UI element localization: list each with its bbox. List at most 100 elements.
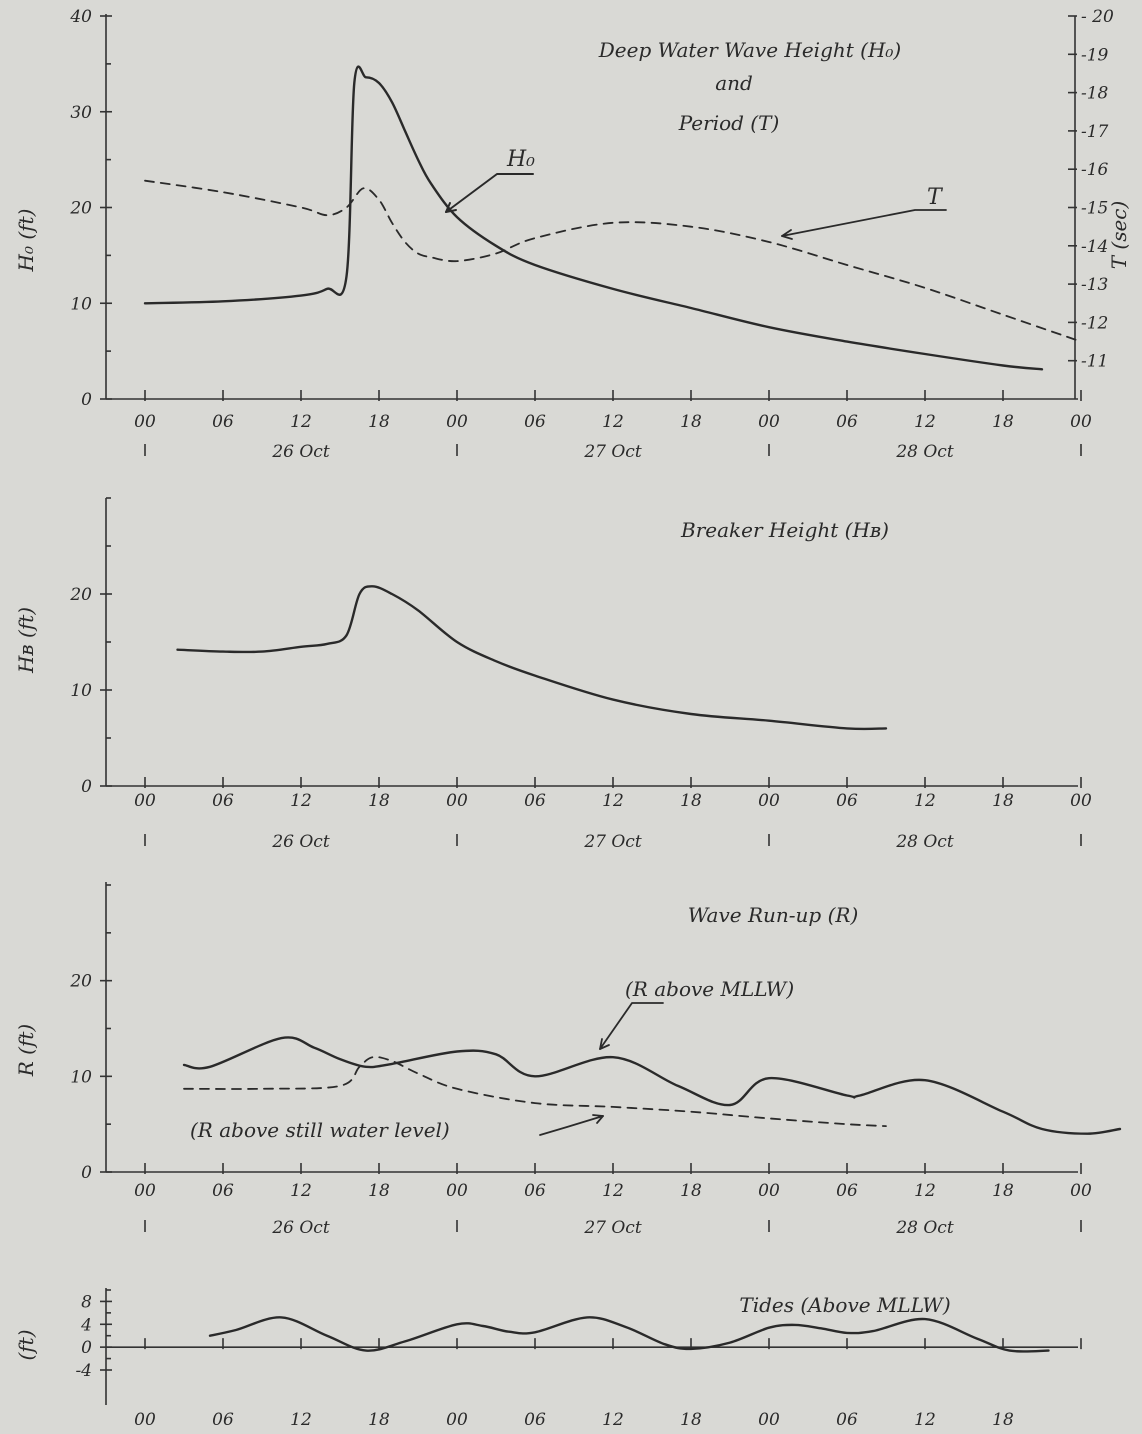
y-tick-label: 20: [69, 585, 92, 605]
annotations: H₀ T: [445, 147, 947, 240]
y-tick-label: 8: [81, 1292, 92, 1312]
y-tick-label: 0: [81, 777, 92, 797]
x-tick-label: 12: [914, 791, 936, 811]
x-tick-label: 12: [914, 1181, 936, 1201]
day-label: 28 Oct: [895, 1218, 953, 1238]
x-tick-label: 00: [1070, 791, 1092, 811]
y-axis-label: (ft): [14, 1329, 38, 1360]
r-swl-arrowhead: [592, 1114, 604, 1124]
ho-pointer: [445, 173, 534, 213]
annotations: (R above MLLW) (R above still water leve…: [190, 977, 794, 1142]
x-tick-label: 00: [134, 791, 156, 811]
x-tick-label: 18: [992, 791, 1014, 811]
x-tick-label: 12: [602, 1181, 624, 1201]
x-tick-label: 06: [212, 791, 234, 811]
annotation-r-mllw: (R above MLLW): [625, 977, 794, 1001]
panel-breaker-height: Breaker Height (Hʙ) Hʙ (ft) 00 06 12 18 00 06…: [14, 497, 1092, 852]
chart-title-line-3: Period (T): [678, 111, 780, 135]
day-label: 28 Oct: [895, 442, 953, 462]
x-tick-label: 00: [758, 1410, 780, 1430]
x-tick-label: 12: [602, 791, 624, 811]
x-tick-label: 18: [368, 1410, 390, 1430]
chart-title-line-2: and: [715, 71, 753, 95]
y-axis-label: Hʙ (ft): [14, 607, 38, 674]
x-tick-label: 18: [680, 1181, 702, 1201]
x-tick-label: 00: [446, 1181, 468, 1201]
day-label: 27 Oct: [583, 832, 641, 852]
panel-deep-water-wave: Deep Water Wave Height (H₀) and Period (…: [14, 7, 1131, 462]
y-tick-label-right: -13: [1081, 275, 1108, 295]
y-tick-label-right: -14: [1081, 237, 1108, 257]
x-tick-label: 18: [992, 412, 1014, 432]
series-line-h: [143, 65, 1044, 371]
y-axis-label-left: H₀ (ft): [14, 209, 38, 273]
ho-arrowhead: [445, 202, 457, 213]
annotation-r-swl: (R above still water level): [190, 1118, 450, 1142]
panel-tides: Tides (Above MLLW) (ft) 00 06 12 18 00 06 12 18…: [14, 1288, 1082, 1430]
y-tick-label: -4: [75, 1361, 92, 1381]
series-line-h: [176, 585, 888, 731]
y-tick-label: 30: [70, 103, 92, 123]
x-tick-label: 18: [680, 412, 702, 432]
x-tick-label: 06: [836, 1410, 858, 1430]
x-tick-label: 12: [290, 1181, 312, 1201]
panel-wave-run-up: Wave Run-up (R) R (ft) 00 06 12 18 00 06 12 18 0…: [14, 882, 1122, 1238]
y-tick-label-right: -15: [1081, 199, 1108, 219]
x-tick-label: 06: [836, 791, 858, 811]
y-tick-label: 4: [80, 1315, 92, 1335]
x-tick-label: 18: [992, 1410, 1014, 1430]
x-tick-label: 18: [368, 1181, 390, 1201]
x-tick-label: 00: [758, 412, 780, 432]
x-tick-label: 06: [836, 1181, 858, 1201]
x-tick-label: 00: [758, 791, 780, 811]
x-tick-label: 00: [134, 412, 156, 432]
chart-title-line-1: Deep Water Wave Height (H₀): [598, 38, 901, 62]
x-tick-label: 00: [446, 412, 468, 432]
x-tick-label: 06: [524, 412, 546, 432]
x-tick-label: 18: [680, 1410, 702, 1430]
x-tick-label: 00: [134, 1410, 156, 1430]
x-tick-label: 00: [758, 1181, 780, 1201]
x-tick-label: 12: [290, 791, 312, 811]
day-label: 26 Oct: [271, 832, 329, 852]
x-tick-label: 06: [212, 1181, 234, 1201]
annotation-t: T: [927, 185, 944, 210]
x-tick-label: 06: [836, 412, 858, 432]
chart-title: Tides (Above MLLW): [739, 1293, 950, 1317]
x-tick-label: 12: [914, 412, 936, 432]
x-tick-label: 06: [524, 1410, 546, 1430]
y-axis-label: R (ft): [14, 1024, 38, 1077]
y-tick-label: 20: [69, 199, 92, 219]
t-pointer: [781, 209, 947, 237]
x-tick-label: 12: [290, 1410, 312, 1430]
y-tick-label: 0: [81, 1163, 92, 1183]
y-tick-label: 20: [69, 972, 92, 992]
x-tick-label: 12: [602, 1410, 624, 1430]
y-tick-label-right: -12: [1081, 313, 1108, 333]
chart-title: Wave Run-up (R): [688, 903, 859, 927]
x-tick-label: 06: [524, 791, 546, 811]
y-tick-label-right: -17: [1081, 122, 1109, 142]
r-mllw-arrowhead: [599, 1038, 610, 1050]
y-tick-label-right: -16: [1081, 160, 1109, 180]
y-tick-label: 10: [70, 294, 92, 314]
x-tick-label: 00: [1070, 1181, 1092, 1201]
day-label: 26 Oct: [271, 1218, 329, 1238]
x-tick-label: 18: [680, 791, 702, 811]
series-line-t: [144, 179, 1082, 343]
y-tick-label-right: -19: [1081, 45, 1109, 65]
x-tick-label: 12: [914, 1410, 936, 1430]
day-label: 27 Oct: [583, 1218, 641, 1238]
series-line-tides: [208, 1316, 1050, 1353]
y-tick-label: 10: [70, 681, 92, 701]
series-line-r-above-still-water-level: [183, 1056, 887, 1127]
y-tick-label: 0: [81, 1338, 92, 1358]
x-tick-label: 12: [290, 412, 312, 432]
annotation-ho: H₀: [506, 147, 535, 172]
y-tick-label: 10: [70, 1067, 92, 1087]
series-line-r-above-mllw: [182, 1036, 1122, 1135]
y-axis-label-right: T (sec): [1107, 201, 1131, 270]
x-tick-label: 06: [524, 1181, 546, 1201]
r-swl-pointer: [539, 1115, 604, 1136]
